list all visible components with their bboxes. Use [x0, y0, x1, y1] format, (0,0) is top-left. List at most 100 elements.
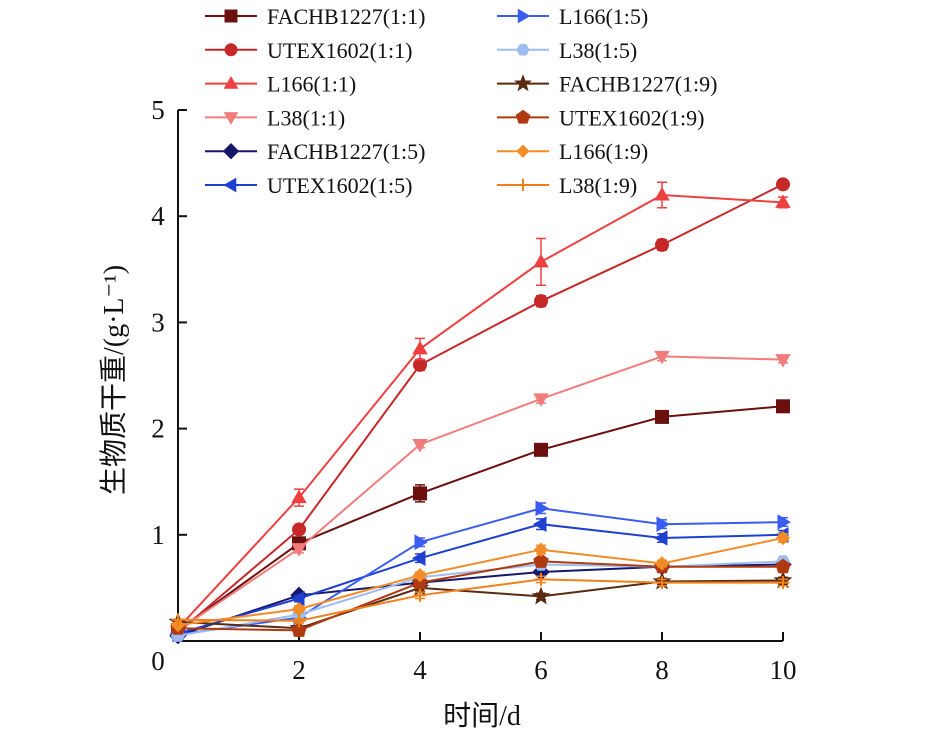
- data-point: [655, 237, 669, 252]
- legend-marker: [223, 76, 239, 89]
- data-point: [412, 340, 428, 355]
- data-point: [775, 354, 791, 368]
- series-FACHB1227(1:9): [168, 570, 793, 637]
- data-point: [413, 357, 427, 372]
- data-point: [531, 586, 551, 605]
- series-UTEX1602(1:1): [171, 177, 790, 640]
- legend-marker: [516, 144, 530, 158]
- legend-item: L38(1:1): [205, 105, 345, 130]
- data-point: [776, 399, 790, 414]
- y-tick-label: 4: [151, 201, 165, 231]
- series-line: [177, 523, 784, 635]
- legend-marker: [224, 9, 238, 23]
- data-point: [656, 516, 671, 532]
- data-point: [534, 572, 548, 586]
- data-point: [535, 500, 549, 517]
- series-line: [177, 563, 784, 637]
- legend-item: L38(1:5): [497, 38, 637, 63]
- data-point: [291, 543, 307, 557]
- legend-marker: [516, 44, 530, 56]
- series-L38(1:1): [170, 350, 791, 639]
- data-point: [776, 576, 790, 590]
- legend-marker: [223, 177, 237, 193]
- data-point: [292, 614, 306, 628]
- y-tick-label: 3: [151, 307, 165, 337]
- data-point: [775, 530, 791, 546]
- legend: FACHB1227(1:1) UTEX1602(1:1) L166(1:1) L38(…: [205, 4, 718, 198]
- data-point: [412, 550, 426, 566]
- data-point: [654, 556, 670, 571]
- axes: 2 4 6 8 10 0 1 2 3 4 5: [151, 95, 796, 685]
- series-UTEX1602(1:9): [170, 553, 791, 637]
- legend-marker: [222, 142, 240, 160]
- data-point: [291, 622, 307, 637]
- series-line: [177, 405, 784, 632]
- data-point: [654, 350, 670, 365]
- legend-label: L166(1:5): [559, 4, 648, 29]
- data-point: [414, 534, 428, 551]
- legend-label: FACHB1227(1:5): [267, 139, 426, 164]
- legend-marker: [517, 8, 531, 24]
- legend-marker: [514, 74, 532, 92]
- data-point: [777, 514, 791, 530]
- data-point: [533, 253, 549, 268]
- legend-label: L38(1:5): [559, 38, 637, 63]
- series-line: [177, 355, 784, 632]
- x-tick-label: 4: [413, 655, 427, 685]
- y-tick-label: 0: [151, 646, 165, 676]
- legend-marker: [517, 179, 529, 191]
- legend-label: UTEX1602(1:5): [267, 173, 412, 198]
- y-tick-label: 1: [151, 520, 165, 550]
- data-point: [532, 516, 547, 532]
- data-point: [776, 177, 790, 192]
- data-point: [533, 542, 549, 557]
- x-tick-label: 8: [655, 655, 669, 685]
- data-point: [775, 558, 791, 574]
- data-point: [533, 553, 549, 568]
- data-point: [533, 393, 549, 407]
- legend-item: UTEX1602(1:9): [497, 105, 704, 130]
- legend-item: L166(1:9): [497, 139, 648, 164]
- legend-item: L166(1:1): [205, 72, 356, 97]
- legend-item: FACHB1227(1:5): [205, 139, 426, 164]
- legend-label: UTEX1602(1:1): [267, 38, 412, 63]
- data-point: [413, 486, 427, 501]
- series-line: [177, 193, 784, 629]
- data-point: [290, 590, 305, 607]
- series-FACHB1227(1:1): [171, 399, 790, 638]
- legend-item: FACHB1227(1:9): [497, 72, 718, 97]
- series-L166(1:9): [170, 530, 791, 633]
- x-tick-label: 10: [770, 655, 797, 685]
- series-layer: [168, 177, 793, 645]
- y-tick-label: 5: [151, 95, 165, 125]
- legend-label: UTEX1602(1:9): [559, 105, 704, 130]
- data-point: [655, 576, 669, 590]
- series-L38(1:9): [171, 572, 790, 628]
- legend-item: L166(1:5): [497, 4, 648, 29]
- legend-label: FACHB1227(1:9): [559, 72, 718, 97]
- data-point: [291, 601, 307, 617]
- legend-marker: [223, 112, 239, 125]
- legend-item: FACHB1227(1:1): [205, 4, 426, 29]
- legend-item: L38(1:9): [497, 173, 637, 198]
- data-point: [291, 489, 307, 504]
- x-tick-label: 6: [534, 655, 548, 685]
- legend-marker: [515, 109, 531, 124]
- y-tick-label: 2: [151, 414, 165, 444]
- data-point: [413, 588, 427, 602]
- series-line: [177, 537, 784, 627]
- data-point: [534, 294, 548, 309]
- legend-label: L38(1:1): [267, 105, 345, 130]
- data-point: [654, 186, 670, 201]
- x-axis-title: 时间/d: [443, 700, 521, 732]
- series-line: [177, 579, 784, 630]
- data-point: [412, 567, 428, 583]
- legend-label: L166(1:9): [559, 139, 648, 164]
- data-point: [775, 194, 791, 208]
- legend-marker: [224, 43, 238, 57]
- data-point: [655, 409, 669, 424]
- x-tick-label: 2: [292, 655, 306, 685]
- legend-label: L166(1:1): [267, 72, 356, 97]
